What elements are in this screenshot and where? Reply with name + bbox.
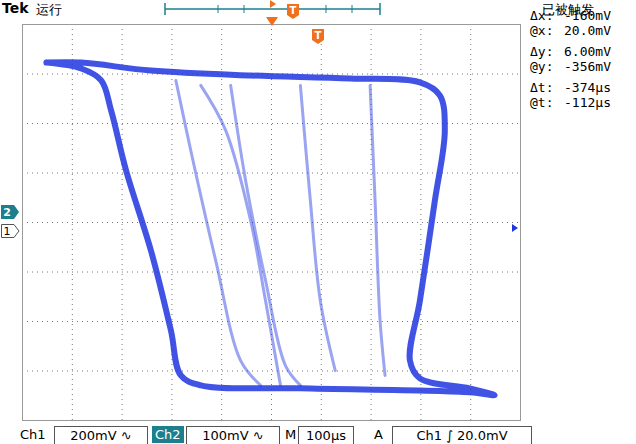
html-text:-374µs: -374µs [564, 80, 611, 95]
html-text:Ch2: Ch2 [155, 427, 181, 442]
html-text:6.00mV: 6.00mV [564, 44, 611, 59]
html-text:Ch1 ∫ 20.0mV: Ch1 ∫ 20.0mV [416, 428, 508, 443]
svg-text:2: 2 [3, 206, 11, 219]
html-text:-112µs: -112µs [564, 95, 611, 110]
svg-text:1: 1 [4, 225, 11, 238]
html-text:-160mV: -160mV [564, 8, 611, 23]
html-text:M: M [285, 427, 297, 442]
html-text:100µs: 100µs [306, 428, 346, 443]
html-text:20.0mV: 20.0mV [564, 23, 611, 38]
html-text:已被触发: 已被触发 [542, 2, 594, 17]
html-text:@t:: @t: [530, 95, 554, 110]
html-text:运行: 运行 [36, 2, 62, 17]
html-text:Δy:: Δy: [530, 44, 554, 59]
html-text:100mV ∿: 100mV ∿ [202, 428, 264, 443]
html-text:Δt:: Δt: [530, 80, 554, 95]
svg-text:T: T [290, 5, 297, 16]
html-text:@y:: @y: [530, 59, 554, 74]
html-text:Δx:: Δx: [530, 8, 554, 23]
svg-text:T: T [315, 30, 322, 41]
html-text:Tek: Tek [2, 0, 29, 16]
html-text:Ch1: Ch1 [20, 427, 46, 442]
html-text:-356mV: -356mV [564, 59, 611, 74]
html-text:@x:: @x: [530, 23, 554, 38]
html-text:A: A [374, 427, 383, 442]
html-text:200mV ∿: 200mV ∿ [70, 428, 132, 443]
